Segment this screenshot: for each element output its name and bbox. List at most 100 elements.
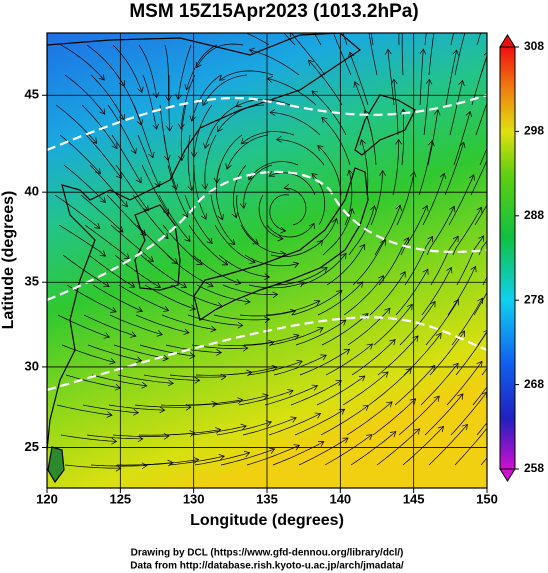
streamline bbox=[194, 452, 250, 466]
colorbar-tick-label: 298 bbox=[524, 124, 544, 138]
streamline bbox=[270, 112, 321, 136]
streamline bbox=[63, 164, 106, 203]
streamline bbox=[276, 139, 325, 166]
stream-arrow bbox=[207, 281, 214, 288]
stream-arrow bbox=[290, 416, 297, 423]
streamline bbox=[448, 174, 475, 226]
stream-arrow bbox=[409, 171, 417, 178]
streamline bbox=[401, 109, 405, 166]
streamline bbox=[316, 375, 366, 406]
stream-arrow bbox=[235, 101, 242, 107]
stream-arrow bbox=[217, 125, 223, 133]
colorbar-max-arrow bbox=[499, 34, 516, 48]
stream-arrow bbox=[252, 238, 259, 245]
stream-arrow bbox=[103, 281, 110, 288]
stream-arrow bbox=[409, 398, 417, 405]
colorbar-tick-label: 288 bbox=[524, 208, 544, 222]
streamline bbox=[267, 78, 317, 106]
streamline bbox=[394, 365, 435, 406]
stream-arrow bbox=[439, 172, 447, 180]
streamline bbox=[444, 142, 465, 196]
streamline bbox=[447, 266, 476, 316]
streamline bbox=[294, 408, 345, 436]
streamline bbox=[221, 366, 278, 376]
stream-arrow bbox=[280, 250, 287, 258]
streamline bbox=[454, 427, 487, 466]
stream-arrow bbox=[201, 183, 209, 190]
streamline bbox=[83, 314, 136, 337]
stream-arrow bbox=[99, 196, 107, 203]
stream-arrow bbox=[470, 265, 477, 273]
stream-arrow bbox=[154, 180, 161, 188]
streamline bbox=[242, 417, 297, 436]
streamline bbox=[137, 134, 160, 187]
stream-arrow bbox=[317, 145, 324, 152]
stream-arrow bbox=[483, 52, 487, 56]
streamline bbox=[57, 314, 110, 338]
stream-arrow bbox=[264, 273, 271, 281]
stream-arrow bbox=[240, 423, 247, 431]
streamline bbox=[107, 104, 137, 154]
stream-arrow bbox=[135, 177, 142, 184]
stream-arrow bbox=[311, 172, 318, 180]
streamline bbox=[54, 194, 101, 229]
streamline bbox=[180, 104, 187, 161]
footer-credit: Drawing by DCL (https://www.gfd-dennou.o… bbox=[131, 548, 404, 559]
streamline bbox=[212, 394, 269, 406]
streamline bbox=[64, 74, 105, 115]
stream-arrow bbox=[136, 306, 143, 313]
stream-arrow bbox=[412, 335, 419, 342]
stream-arrow bbox=[338, 408, 346, 415]
stream-arrow bbox=[237, 321, 244, 329]
streamline bbox=[403, 332, 442, 376]
stream-arrow bbox=[180, 282, 188, 289]
stream-arrow bbox=[283, 184, 290, 191]
stream-arrow bbox=[296, 359, 303, 367]
streamline bbox=[246, 444, 300, 466]
x-tick-label: 120 bbox=[36, 491, 58, 506]
stream-arrow bbox=[225, 163, 232, 170]
stream-arrow bbox=[321, 116, 328, 124]
stream-arrow bbox=[359, 139, 366, 146]
streamline bbox=[66, 284, 117, 313]
streamline bbox=[222, 284, 278, 295]
streamline bbox=[60, 44, 105, 81]
stream-arrow bbox=[203, 142, 210, 149]
stream-arrow bbox=[313, 300, 321, 306]
streamline bbox=[80, 194, 124, 233]
streamline bbox=[55, 104, 97, 144]
stream-arrow bbox=[308, 59, 315, 66]
stream-arrow bbox=[452, 49, 459, 56]
stream-arrow bbox=[384, 307, 391, 315]
stream-arrow bbox=[210, 325, 217, 333]
stream-arrow bbox=[380, 239, 386, 246]
stream-arrow bbox=[389, 339, 396, 346]
stream-arrow bbox=[240, 138, 248, 145]
streamline bbox=[264, 385, 318, 406]
stream-arrow bbox=[446, 266, 453, 274]
stream-arrow bbox=[432, 19, 438, 24]
stream-arrow bbox=[216, 349, 223, 356]
streamline bbox=[372, 398, 416, 436]
stream-arrow bbox=[242, 345, 249, 352]
streamline bbox=[112, 434, 170, 437]
footer-source: Data from http://database.rish.kyoto-u.a… bbox=[130, 561, 404, 572]
stream-arrow bbox=[147, 255, 154, 263]
stream-arrow bbox=[280, 227, 287, 234]
streamline bbox=[424, 393, 464, 436]
stream-arrow bbox=[437, 425, 445, 433]
streamline bbox=[313, 33, 322, 46]
stream-arrow bbox=[184, 235, 191, 242]
stream-arrow bbox=[221, 259, 229, 266]
stream-arrow bbox=[195, 61, 202, 69]
streamline bbox=[193, 104, 213, 158]
stream-arrow bbox=[237, 397, 244, 404]
streamline bbox=[158, 194, 191, 242]
stream-arrow bbox=[422, 268, 429, 275]
streamline bbox=[404, 236, 433, 286]
stream-arrow bbox=[275, 136, 282, 143]
streamline bbox=[160, 403, 217, 406]
streamline bbox=[106, 194, 146, 236]
stream-arrow bbox=[234, 278, 242, 286]
y-tick-label: 30 bbox=[25, 358, 39, 373]
